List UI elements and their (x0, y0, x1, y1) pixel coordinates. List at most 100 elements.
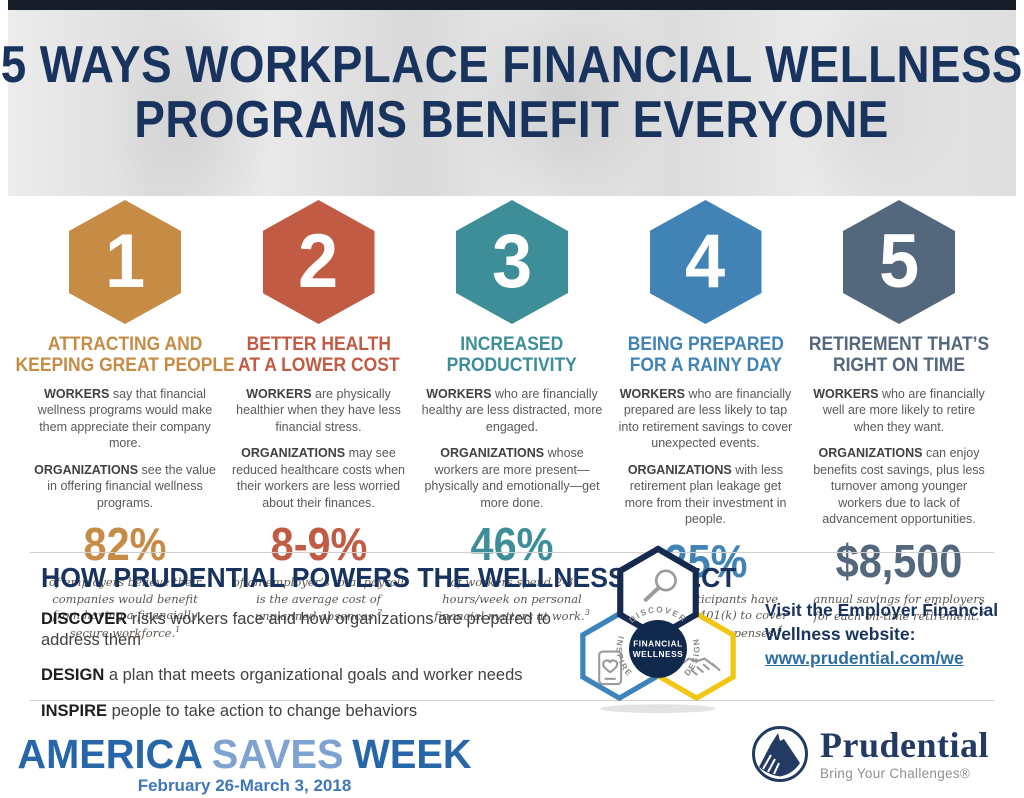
organizations-paragraph: ORGANIZATIONS with less retirement plan … (615, 462, 797, 528)
column-body: WORKERS who are financially well are mor… (808, 386, 990, 538)
design-text: a plan that meets organizational goals a… (104, 666, 523, 685)
stat-block: 8-9% of an employer’s total payroll is t… (233, 521, 405, 625)
asw-word-week: WEEK (352, 731, 472, 777)
column-title: BETTER HEALTH AT A LOWER COST (238, 334, 400, 377)
asw-dates: February 26-March 3, 2018 (137, 776, 352, 795)
stat-footnote-text: annual savings for employers for each on… (813, 591, 985, 624)
organizations-lead: ORGANIZATIONS (241, 446, 346, 461)
stat-footnote: of employers believe their companies wou… (39, 574, 211, 642)
inspire-text: people to take action to change behavior… (107, 701, 418, 720)
column-title-line2: KEEPING GREAT PEOPLE (15, 355, 235, 377)
hexagon-number: 1 (104, 219, 146, 304)
stat-value: 82% (83, 518, 167, 571)
column-title-line1: ATTRACTING AND (47, 334, 203, 355)
organizations-paragraph: ORGANIZATIONS can enjoy benefits cost sa… (808, 445, 990, 528)
hexagon-number: 5 (878, 219, 920, 304)
magnifying-glass-icon (643, 569, 677, 602)
cluster-shadow (600, 704, 716, 714)
workers-paragraph: WORKERS who are financially prepared are… (615, 386, 797, 452)
column-5-retirement: 5 RETIREMENT THAT’S RIGHT ON TIME WORKER… (808, 200, 990, 623)
stat-footnote-text: of an employer’s total payroll is the av… (232, 575, 405, 624)
workers-paragraph: WORKERS who are financially healthy are … (421, 386, 603, 436)
hexagon-1-icon: 1 (69, 200, 181, 324)
hexagon-4-icon: 4 (649, 200, 762, 324)
stat-value: 46% (470, 518, 554, 571)
footnote-superscript: 1 (175, 625, 181, 635)
organizations-lead: ORGANIZATIONS (440, 446, 545, 461)
prudential-logo: Prudential Bring Your Challenges® (750, 724, 989, 784)
organizations-text: see the value in offering financial well… (47, 462, 216, 510)
workers-lead: WORKERS (426, 386, 492, 401)
center-label-line2: WELLNESS (633, 649, 683, 659)
benefit-columns: 1 ATTRACTING AND KEEPING GREAT PEOPLE WO… (0, 200, 1024, 640)
website-callout: Visit the Employer Financial Wellness we… (765, 599, 1005, 669)
footnote-superscript: 4 (777, 624, 783, 634)
column-title-line1: INCREASED (460, 334, 564, 355)
phone-heart-icon (598, 650, 623, 686)
organizations-text: with less retirement plan leakage get mo… (624, 462, 787, 527)
inspire-bullet: INSPIRE people to take action to change … (41, 701, 586, 722)
asw-word-saves: SAVES (211, 731, 344, 777)
column-title: INCREASED PRODUCTIVITY (447, 334, 577, 377)
hexagon-5-icon: 5 (843, 200, 955, 324)
workers-paragraph: WORKERS who are financially well are mor… (808, 386, 990, 436)
workers-text: say that financial wellness programs wou… (37, 386, 213, 451)
organizations-text: whose workers are more present—physicall… (424, 446, 600, 510)
workers-paragraph: WORKERS are physically healthier when th… (228, 386, 410, 436)
organizations-lead: ORGANIZATIONS (34, 462, 139, 477)
stat-footnote-text: of employers believe their companies wou… (48, 575, 202, 640)
workers-lead: WORKERS (813, 386, 879, 401)
america-saves-week-logo: AMERICA SAVES WEEK February 26-March 3, … (17, 731, 471, 796)
design-bullet: DESIGN a plan that meets organizational … (41, 665, 586, 686)
hexagon-number: 2 (298, 219, 339, 304)
section-divider-top (30, 552, 994, 553)
wellness-hexagon-cluster: FINANCIAL WELLNESS DISCOVER INSPIRE DESI… (579, 538, 737, 721)
workers-text: who are financially prepared are less li… (618, 386, 793, 451)
prudential-rock-icon (752, 726, 808, 782)
column-body: WORKERS say that financial wellness prog… (34, 386, 216, 522)
column-title-line1: BEING PREPARED (627, 334, 784, 355)
footnote-superscript: 3 (584, 608, 590, 618)
organizations-paragraph: ORGANIZATIONS whose workers are more pre… (421, 445, 603, 511)
hexagon-3-icon: 3 (456, 200, 568, 324)
workers-lead: WORKERS (44, 386, 110, 401)
asw-word-america: AMERICA (17, 731, 203, 777)
workers-text: who are financially well are more likely… (822, 386, 985, 434)
prudential-tagline: Bring Your Challenges® (820, 766, 971, 781)
stat-footnote: of an employer’s total payroll is the av… (233, 574, 405, 625)
column-1-attracting: 1 ATTRACTING AND KEEPING GREAT PEOPLE WO… (15, 200, 235, 640)
financial-wellness-circle (629, 619, 687, 678)
column-title: ATTRACTING AND KEEPING GREAT PEOPLE (15, 334, 234, 377)
workers-lead: WORKERS (619, 386, 685, 401)
stat-block: 82% of employers believe their companies… (39, 521, 211, 642)
organizations-paragraph: ORGANIZATIONS see the value in offering … (34, 462, 216, 512)
wellness-effect-section: HOW PRUDENTIAL POWERS THE WELLNESS EFFEC… (41, 562, 737, 722)
organizations-lead: ORGANIZATIONS (627, 462, 732, 477)
stat-footnote: of workers spend 2-3 hours/week on perso… (426, 574, 598, 625)
column-3-productivity: 3 INCREASED PRODUCTIVITY WORKERS who are… (421, 200, 603, 623)
section-divider-bottom (30, 700, 994, 701)
stat-footnote-text: of workers spend 2-3 hours/week on perso… (434, 575, 585, 624)
center-label-line1: FINANCIAL (633, 638, 683, 648)
discover-text: risks workers face and how organizations… (41, 610, 551, 649)
hexagon-number: 4 (685, 219, 726, 304)
hexagon-number: 3 (491, 219, 533, 304)
column-title: RETIREMENT THAT’S RIGHT ON TIME (809, 334, 989, 377)
organizations-paragraph: ORGANIZATIONS may see reduced healthcare… (228, 445, 410, 511)
stat-footnote: annual savings for employers for each on… (813, 591, 985, 625)
stat-block: 46% of workers spend 2-3 hours/week on p… (426, 521, 598, 625)
wellness-effect-heading: HOW PRUDENTIAL POWERS THE WELLNESS EFFEC… (41, 562, 737, 593)
column-4-rainy-day: 4 BEING PREPARED FOR A RAINY DAY WORKERS… (615, 200, 797, 640)
top-border-bar (8, 0, 1016, 10)
organizations-lead: ORGANIZATIONS (818, 446, 923, 461)
workers-text: who are financially healthy are less dis… (421, 386, 603, 434)
website-link[interactable]: www.prudential.com/we (765, 648, 964, 669)
column-title-line2: FOR A RAINY DAY (629, 355, 782, 377)
column-2-health: 2 BETTER HEALTH AT A LOWER COST WORKERS … (228, 200, 410, 623)
stat-value: $8,500 (835, 534, 963, 587)
column-title-line1: RETIREMENT THAT’S (808, 334, 990, 355)
discover-lead: DISCOVER (41, 610, 128, 628)
workers-text: are physically healthier when they have … (236, 386, 401, 434)
column-title-line2: PRODUCTIVITY (446, 355, 578, 377)
